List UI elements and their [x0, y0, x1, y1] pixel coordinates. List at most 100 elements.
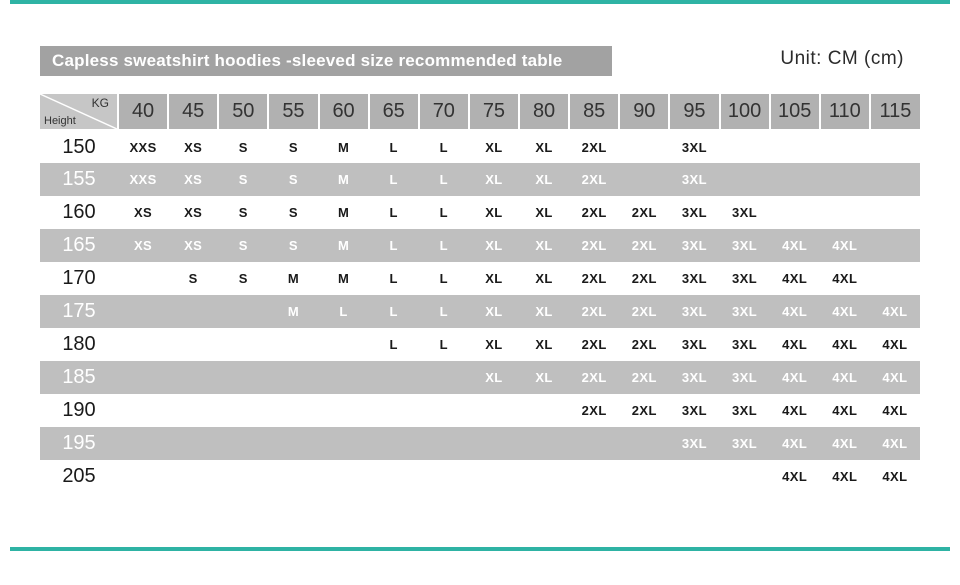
size-cell: [218, 295, 268, 328]
size-cell: L: [389, 337, 398, 352]
height-cell: 195: [62, 432, 96, 454]
size-cell: 2XL: [631, 304, 657, 319]
size-cell: 4XL: [832, 370, 858, 385]
size-cell: XL: [535, 238, 553, 253]
size-cell: 3XL: [681, 172, 707, 187]
size-cell: 2XL: [581, 370, 607, 385]
weight-header-cell: 75: [467, 94, 519, 131]
size-cell: [168, 295, 218, 328]
table-row-height-160: 160 XS XS S S M L L XL XL 2XL 2XL 3XL 3XL: [40, 196, 920, 229]
size-cell: 3XL: [681, 205, 707, 220]
size-cell: [268, 394, 318, 427]
size-cell: [419, 361, 469, 394]
size-cell: 3XL: [681, 271, 707, 286]
size-cell: 2XL: [631, 403, 657, 418]
size-cell: 2XL: [581, 238, 607, 253]
size-cell: XL: [485, 238, 503, 253]
size-cell: S: [238, 172, 248, 187]
size-cell: 3XL: [732, 403, 758, 418]
size-cell: M: [337, 238, 350, 253]
table-row-height-195: 195 3XL 3XL 4XL 4XL 4XL: [40, 427, 920, 460]
size-cell: 3XL: [681, 403, 707, 418]
size-cell: XXS: [129, 139, 157, 155]
size-cell: XL: [535, 271, 553, 286]
table-row-height-155: 155 XXS XS S S M L L XL XL 2XL 3XL: [40, 163, 920, 196]
corner-kg-label: KG: [91, 96, 109, 110]
size-cell: [720, 460, 770, 493]
size-cell: [569, 427, 619, 460]
size-cell: 2XL: [581, 304, 607, 319]
size-cell: [469, 427, 519, 460]
size-cell: 3XL: [732, 370, 758, 385]
size-cell: [118, 427, 168, 460]
size-cell: [118, 295, 168, 328]
weight-header-cell: 45: [167, 94, 219, 131]
size-cell: [168, 427, 218, 460]
table-row-height-175: 175 M L L L XL XL 2XL 2XL 3XL 3XL 4XL 4XL 4XL: [40, 295, 920, 328]
size-cell: 3XL: [681, 304, 707, 319]
table-row-height-205: 205 4XL 4XL 4XL: [40, 460, 920, 493]
size-cell: L: [339, 304, 348, 319]
weight-header-cell: 50: [217, 94, 269, 131]
weight-header-cell: 115: [868, 94, 920, 131]
weight-header-cell: 100: [718, 94, 770, 131]
size-cell: 4XL: [782, 271, 808, 286]
size-cell: 4XL: [782, 238, 808, 253]
size-cell: L: [389, 139, 398, 155]
size-cell: L: [439, 337, 448, 352]
size-cell: XL: [485, 271, 503, 286]
size-cell: 4XL: [832, 403, 858, 418]
height-cell: 185: [62, 366, 96, 388]
size-cell: 4XL: [882, 337, 908, 352]
size-cell: [519, 427, 569, 460]
size-cell: L: [439, 271, 448, 286]
size-cell: [118, 460, 168, 493]
table-row-height-190: 190 2XL 2XL 3XL 3XL 4XL 4XL 4XL: [40, 394, 920, 427]
size-cell: [870, 229, 920, 262]
size-cell: [419, 394, 469, 427]
size-cell: 4XL: [882, 403, 908, 418]
size-cell: 4XL: [782, 436, 808, 451]
table-row-height-170: 170 S S M M L L XL XL 2XL 2XL 3XL 3XL 4XL 4XL: [40, 262, 920, 295]
size-cell: 2XL: [581, 205, 607, 220]
table-row-height-185: 185 XL XL 2XL 2XL 3XL 3XL 4XL 4XL 4XL: [40, 361, 920, 394]
size-cell: S: [238, 205, 248, 220]
size-cell: XL: [485, 304, 503, 319]
table-row-height-165: 165 XS XS S S M L L XL XL 2XL 2XL 3XL 3XL 4XL 4XL: [40, 229, 920, 262]
size-cell: [820, 130, 870, 163]
size-cell: 3XL: [681, 370, 707, 385]
size-cell: [720, 163, 770, 196]
size-cell: L: [439, 205, 448, 220]
corner-height-label: Height: [44, 115, 76, 127]
size-cell: XL: [535, 139, 553, 155]
size-cell: XL: [485, 172, 503, 187]
size-cell: [168, 460, 218, 493]
size-cell: 3XL: [732, 436, 758, 451]
size-cell: 3XL: [681, 337, 707, 352]
size-cell: XL: [485, 337, 503, 352]
size-cell: [619, 163, 669, 196]
size-cell: 4XL: [832, 271, 858, 286]
size-cell: [118, 361, 168, 394]
size-cell: M: [287, 271, 300, 286]
size-cell: [569, 460, 619, 493]
size-cell: S: [288, 139, 298, 155]
weight-header-cell: 95: [668, 94, 720, 131]
size-cell: 2XL: [631, 337, 657, 352]
size-cell: XS: [184, 205, 203, 220]
size-cell: XS: [184, 172, 203, 187]
size-cell: XXS: [129, 172, 157, 187]
weight-header-cell: 70: [417, 94, 469, 131]
size-cell: [319, 460, 369, 493]
size-cell: 2XL: [631, 271, 657, 286]
table-row-height-180: 180 L L XL XL 2XL 2XL 3XL 3XL 4XL 4XL 4XL: [40, 328, 920, 361]
size-cell: 3XL: [732, 337, 758, 352]
corner-cell: KG Height: [40, 94, 118, 131]
size-cell: 4XL: [832, 436, 858, 451]
weight-header-cell: 110: [818, 94, 870, 131]
weight-header-cell: 40: [116, 94, 169, 131]
size-cell: S: [188, 271, 198, 286]
size-cell: 3XL: [681, 139, 707, 155]
size-cell: XL: [535, 337, 553, 352]
